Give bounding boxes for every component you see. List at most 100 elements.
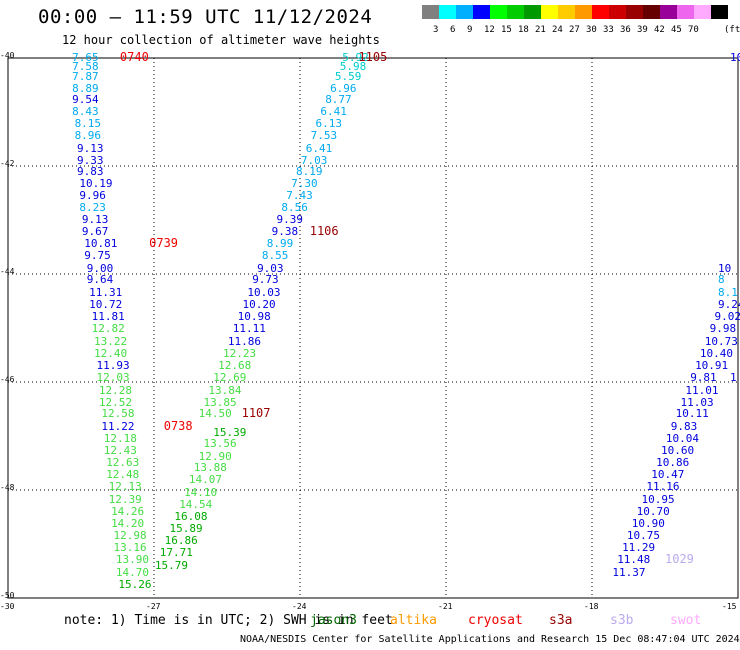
wave-height-value: 14.54: [179, 497, 213, 511]
legend-swatch: [694, 5, 711, 19]
wave-height-value: 8: [718, 273, 725, 287]
longitude-tick-label: -30: [0, 602, 15, 611]
wave-height-value: 15.89: [169, 521, 203, 535]
wave-height-value: 14.07: [188, 473, 223, 487]
legend-tick-label: 70: [688, 25, 699, 35]
wave-height-value: 14.10: [184, 485, 218, 499]
legend-tick-label: 42: [654, 25, 665, 35]
longitude-tick-label: -21: [438, 602, 453, 611]
wave-height-value: 12.23: [223, 346, 257, 360]
wave-height-value: 13.90: [115, 553, 150, 567]
pass-time-label: 0739: [149, 236, 179, 251]
wave-height-value: 8.89: [72, 81, 99, 95]
wave-height-value: 10.19: [79, 177, 113, 191]
wave-height-value: 11.22: [101, 419, 135, 433]
wave-height-value: 10.75: [626, 528, 661, 542]
wave-height-value: 7.30: [291, 177, 318, 191]
legend-swatch: [524, 5, 541, 19]
wave-height-value: 7.65: [72, 51, 99, 64]
wave-height-value: 11.37: [612, 565, 646, 579]
pass-time-label: 0738: [163, 418, 193, 433]
wave-height-value: 12.68: [218, 358, 252, 372]
wave-height-value: 9.98: [709, 322, 737, 336]
legend-swatch: [609, 5, 626, 19]
legend-swatch: [507, 5, 524, 19]
satellite-label-cryosat: cryosat: [468, 613, 523, 628]
wave-height-value: 12.28: [98, 383, 133, 397]
legend-swatch: [626, 5, 643, 19]
pass-time-label: 1106: [309, 223, 339, 238]
legend-swatch: [592, 5, 609, 19]
wave-height-value: 12.52: [98, 395, 133, 409]
wave-height-value: 7.87: [72, 70, 99, 84]
wave-height-value: 15.26: [118, 578, 152, 592]
longitude-tick-label: -18: [584, 602, 599, 611]
wave-height-value: 11.81: [91, 310, 125, 324]
wave-height-value: 10.11: [675, 407, 709, 421]
wave-height-value: 9.13: [81, 213, 109, 226]
wave-height-value: 12.18: [103, 431, 137, 445]
wave-height-value: 11.01: [685, 383, 719, 397]
latitude-tick-label: -46: [0, 375, 15, 384]
wave-height-value: 8.55: [261, 249, 289, 263]
wave-height-value: 10.91: [695, 358, 729, 372]
wave-height-value: 9.03: [257, 261, 284, 275]
wave-height-value: 12.98: [113, 528, 147, 542]
wave-height-value: 6.13: [315, 116, 342, 130]
satellite-label-jason3: jason3: [310, 613, 357, 628]
wave-height-value: 14.26: [111, 504, 145, 518]
wave-height-value: 10.04: [665, 431, 699, 445]
wave-height-value: 11.48: [617, 553, 651, 567]
legend-swatch: [541, 5, 558, 19]
longitude-tick-label: -27: [146, 602, 161, 611]
wave-height-value: 9.13: [77, 141, 104, 155]
latitude-tick-label: -50: [0, 591, 15, 600]
wave-height-value: 9.81: [690, 371, 717, 385]
legend-swatch: [490, 5, 507, 19]
longitude-tick-label: -15: [722, 602, 737, 611]
wave-height-value: 11.93: [96, 358, 130, 372]
wave-height-value: 7.58: [72, 60, 99, 74]
wave-height-value: 10.72: [89, 297, 123, 311]
wave-height-value: 12.63: [106, 456, 140, 469]
legend-swatch: [456, 5, 473, 19]
longitude-tick-label: -24: [292, 602, 307, 611]
wave-height-value: 14.50: [198, 407, 232, 421]
wave-height-value: 10.95: [641, 492, 675, 506]
wave-height-value: 13.22: [94, 334, 128, 348]
wave-height-value: 12.82: [91, 322, 125, 336]
legend-swatch: [439, 5, 456, 19]
wave-height-value: 5.59: [334, 70, 362, 84]
wave-height-value: 9.02: [714, 310, 740, 324]
wave-height-value: 1: [730, 371, 737, 385]
wave-height-value: 9.96: [79, 188, 106, 202]
wave-height-value: 12.90: [198, 449, 232, 463]
wave-height-value: 12.69: [213, 371, 247, 385]
wave-height-value: 15.79: [154, 558, 188, 572]
wave-height-value: 12.43: [103, 444, 137, 458]
wave-height-value: 12.58: [101, 407, 135, 421]
wave-height-value: 10.81: [84, 237, 118, 251]
wave-height-value: 9.24: [718, 297, 740, 311]
legend-tick-label: 12: [484, 25, 495, 35]
map-subtitle: 12 hour collection of altimeter wave hei…: [62, 33, 380, 47]
legend-tick-label: 30: [586, 25, 597, 35]
legend-tick-label: 36: [620, 25, 631, 35]
legend-tick-label: 27: [569, 25, 580, 35]
wave-height-value: 7.53: [310, 129, 338, 143]
legend-tick-label: 39: [637, 25, 648, 35]
satellite-label-s3a: s3a: [549, 613, 573, 628]
wave-height-value: 8.43: [72, 105, 99, 118]
wave-height-value: 8.23: [79, 200, 106, 214]
wave-height-value: 7.03: [300, 153, 328, 167]
legend-tick-label: 9: [467, 25, 473, 35]
wave-height-value: 9.73: [252, 273, 279, 287]
wave-height-value: 6.96: [330, 81, 357, 95]
wave-height-value: 16.86: [164, 534, 198, 548]
wave-height-value: 14.70: [115, 565, 150, 579]
satellite-label-s3b: s3b: [610, 613, 634, 628]
satellite-label-altika: altika: [390, 613, 437, 628]
legend-swatch: [711, 5, 728, 19]
wave-height-value: 9.54: [72, 93, 99, 107]
